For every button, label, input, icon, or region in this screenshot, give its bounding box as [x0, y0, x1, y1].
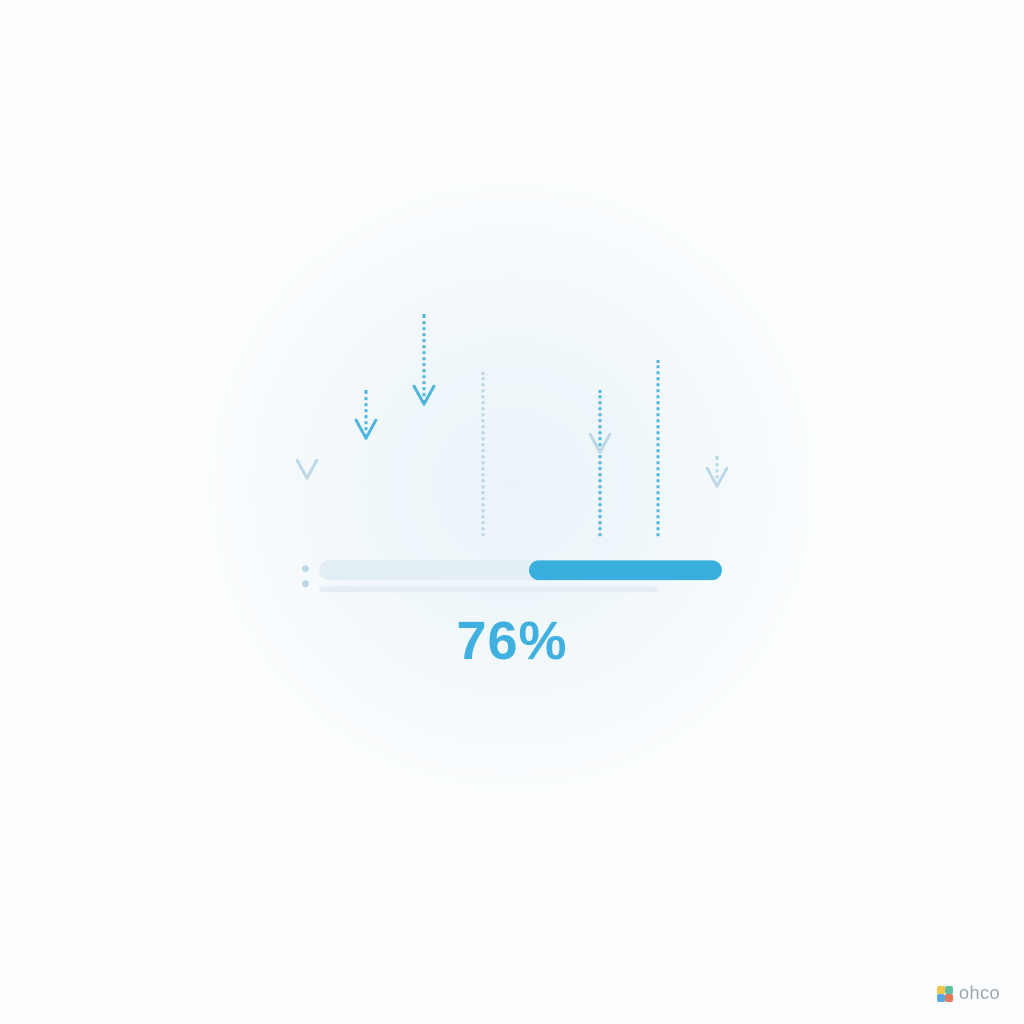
spike-item	[643, 316, 673, 536]
loading-infographic: 76%	[252, 316, 772, 672]
progress-tracks	[319, 560, 722, 592]
spike-item	[468, 316, 498, 536]
spike-item	[702, 316, 732, 536]
spike-item	[409, 316, 439, 536]
spike-item	[585, 316, 615, 536]
progress-fill-main	[529, 560, 722, 580]
brand-mark-icon	[937, 986, 953, 1002]
spike-item	[351, 316, 381, 536]
brand-text: ohco	[959, 983, 1000, 1004]
brand-badge: ohco	[937, 983, 1000, 1004]
progress-track-main	[319, 560, 722, 580]
progress-percent-label: 76%	[456, 610, 567, 672]
spike-item	[292, 316, 322, 536]
progress-dots	[302, 565, 309, 587]
progress-area	[302, 560, 722, 592]
spike-item	[526, 316, 556, 536]
spike-chart	[292, 316, 732, 536]
progress-track-thin	[319, 586, 658, 592]
